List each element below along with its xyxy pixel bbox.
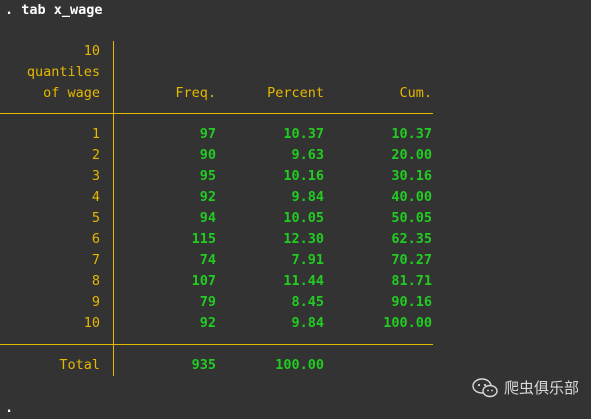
row-cum: 20.00: [391, 147, 432, 163]
row-var-label-line-2: quantiles: [26, 64, 100, 80]
total-freq: 935: [191, 357, 216, 373]
total-separator: [0, 344, 433, 345]
row-var-label-line-3: of wage: [43, 85, 100, 101]
row-percent: 7.91: [291, 252, 324, 268]
row-cum: 50.05: [391, 210, 432, 226]
row-freq: 97: [199, 126, 216, 142]
total-percent: 100.00: [275, 357, 324, 373]
row-cum: 70.27: [391, 252, 432, 268]
row-percent: 9.84: [291, 315, 324, 331]
wechat-icon: [472, 377, 498, 397]
row-freq: 92: [199, 315, 216, 331]
row-percent: 10.16: [283, 168, 324, 184]
row-cum: 30.16: [391, 168, 432, 184]
row-freq: 90: [199, 147, 216, 163]
row-freq: 92: [199, 189, 216, 205]
row-label: 9: [91, 294, 100, 310]
row-percent: 10.37: [283, 126, 324, 142]
row-label: 7: [91, 252, 100, 268]
command-line: . tab x_wage: [5, 2, 103, 18]
row-freq: 107: [191, 273, 216, 289]
row-freq: 95: [199, 168, 216, 184]
row-cum: 100.00: [383, 315, 432, 331]
row-var-label-line-1: 10: [83, 43, 100, 59]
row-cum: 10.37: [391, 126, 432, 142]
row-freq: 79: [199, 294, 216, 310]
header-separator: [0, 113, 433, 114]
row-label: 10: [83, 315, 100, 331]
command-prompt[interactable]: .: [5, 400, 14, 416]
total-label: Total: [59, 357, 100, 373]
row-label: 5: [91, 210, 100, 226]
row-percent: 9.84: [291, 189, 324, 205]
row-label: 2: [91, 147, 100, 163]
row-cum: 90.16: [391, 294, 432, 310]
row-freq: 94: [199, 210, 216, 226]
row-label: 4: [91, 189, 100, 205]
watermark-text: 爬虫俱乐部: [503, 379, 579, 397]
row-cum: 40.00: [391, 189, 432, 205]
header-freq: Freq.: [175, 85, 216, 101]
row-percent: 12.30: [283, 231, 324, 247]
watermark: 爬虫俱乐部: [472, 377, 579, 398]
row-percent: 9.63: [291, 147, 324, 163]
row-label: 6: [91, 231, 100, 247]
row-freq: 74: [199, 252, 216, 268]
row-label: 1: [91, 126, 100, 142]
header-cum: Cum.: [399, 85, 432, 101]
row-label: 8: [91, 273, 100, 289]
table-vertical-rule: [113, 41, 114, 376]
row-label: 3: [91, 168, 100, 184]
header-percent: Percent: [267, 85, 324, 101]
row-percent: 8.45: [291, 294, 324, 310]
row-percent: 10.05: [283, 210, 324, 226]
row-cum: 81.71: [391, 273, 432, 289]
row-percent: 11.44: [283, 273, 324, 289]
row-freq: 115: [191, 231, 216, 247]
row-cum: 62.35: [391, 231, 432, 247]
